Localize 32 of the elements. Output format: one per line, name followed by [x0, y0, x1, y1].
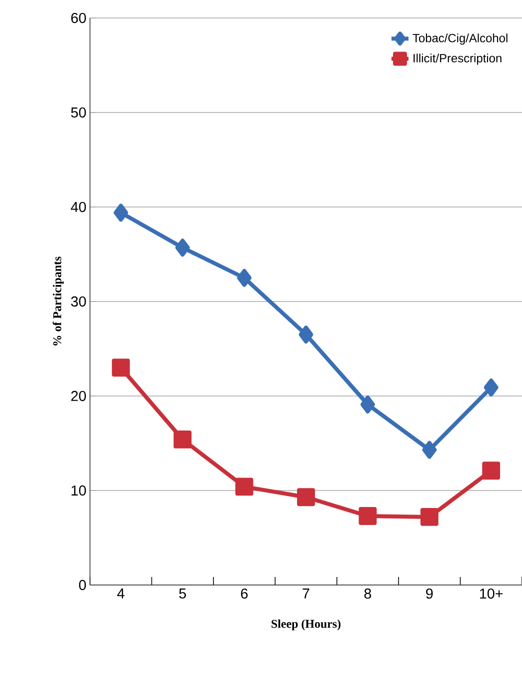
x-axis-title: Sleep (Hours)	[272, 619, 340, 630]
point	[420, 508, 438, 526]
y-axis-title: % of Participants	[52, 256, 64, 346]
point	[484, 378, 498, 396]
point	[360, 396, 375, 414]
point	[175, 238, 190, 257]
point	[174, 430, 192, 448]
point	[237, 268, 252, 287]
y-tick-label: 10	[72, 485, 86, 496]
y-tick-label: 40	[70, 202, 86, 212]
point	[422, 440, 437, 459]
y-tick-label: 30	[71, 296, 86, 307]
y-tick-label: 50	[71, 107, 86, 118]
legend-label: Tobac/Cig/Alcohol	[412, 34, 508, 45]
point	[358, 507, 377, 525]
x-tick-label: 4	[117, 588, 124, 598]
x-tick-label: 5	[179, 588, 186, 599]
point	[298, 326, 314, 344]
point	[297, 488, 315, 506]
legend-label: Illicit/Prescription	[414, 54, 502, 65]
x-tick-label: 6	[241, 588, 248, 599]
y-tick-label: 0	[79, 580, 86, 590]
x-tick-label: 7	[302, 588, 310, 598]
y-tick-label: 60	[71, 12, 86, 24]
x-tick-label: 8	[364, 588, 372, 599]
y-tick-label: 20	[71, 390, 86, 402]
point	[112, 358, 130, 377]
point	[235, 478, 254, 496]
x-tick-label: 9	[426, 588, 433, 599]
x-tick-label: 10+	[480, 588, 503, 599]
point	[482, 462, 500, 480]
point	[114, 204, 128, 222]
